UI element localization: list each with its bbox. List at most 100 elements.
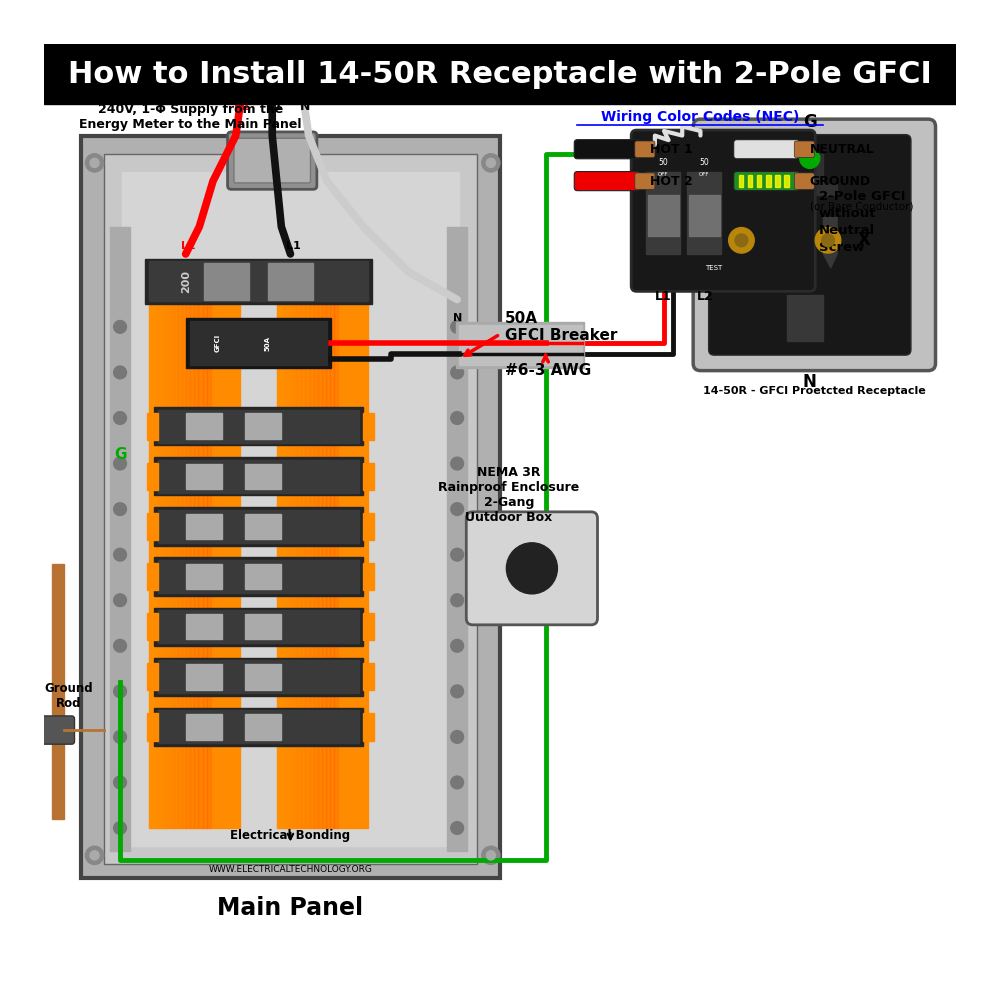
Bar bbox=[154, 407, 363, 445]
Bar bbox=[775, 175, 780, 187]
Bar bbox=[314, 263, 318, 828]
Circle shape bbox=[451, 321, 464, 333]
Text: L2: L2 bbox=[181, 241, 196, 251]
Text: 50: 50 bbox=[658, 158, 668, 167]
Text: NEUTRAL: NEUTRAL bbox=[810, 143, 875, 156]
FancyBboxPatch shape bbox=[104, 154, 477, 864]
Bar bbox=[787, 295, 823, 341]
Circle shape bbox=[451, 776, 464, 789]
Bar bbox=[245, 464, 281, 489]
Text: OFF: OFF bbox=[699, 172, 709, 177]
Circle shape bbox=[451, 639, 464, 652]
Bar bbox=[796, 154, 823, 190]
Bar bbox=[166, 263, 170, 828]
Text: L1: L1 bbox=[286, 241, 301, 251]
Bar bbox=[245, 564, 281, 589]
Bar bbox=[456, 322, 584, 368]
Circle shape bbox=[822, 234, 834, 247]
Bar bbox=[459, 325, 582, 365]
Circle shape bbox=[451, 503, 464, 515]
Text: N: N bbox=[300, 100, 310, 113]
Bar bbox=[194, 263, 198, 828]
Bar bbox=[158, 610, 359, 643]
Circle shape bbox=[451, 731, 464, 743]
Bar bbox=[766, 175, 771, 187]
Bar bbox=[447, 227, 467, 851]
Circle shape bbox=[114, 457, 126, 470]
Bar bbox=[122, 172, 459, 846]
Bar bbox=[204, 263, 249, 300]
Bar bbox=[245, 514, 281, 539]
Bar bbox=[330, 263, 334, 828]
Circle shape bbox=[114, 639, 126, 652]
Circle shape bbox=[114, 731, 126, 743]
Bar bbox=[277, 263, 368, 828]
Bar bbox=[149, 263, 153, 828]
Text: N: N bbox=[453, 313, 462, 323]
Bar bbox=[748, 175, 752, 187]
FancyBboxPatch shape bbox=[734, 172, 799, 191]
FancyBboxPatch shape bbox=[734, 140, 799, 159]
Text: GROUND: GROUND bbox=[810, 175, 871, 188]
Bar bbox=[182, 263, 186, 828]
Text: HOT 2: HOT 2 bbox=[650, 175, 693, 188]
Bar bbox=[154, 507, 363, 546]
Circle shape bbox=[85, 846, 104, 864]
Text: Electrical Bonding: Electrical Bonding bbox=[230, 829, 351, 842]
Bar bbox=[687, 172, 721, 254]
Bar bbox=[363, 463, 374, 490]
Circle shape bbox=[815, 228, 841, 253]
Bar bbox=[186, 464, 222, 489]
Circle shape bbox=[735, 234, 748, 247]
Bar bbox=[52, 564, 64, 819]
Text: X: X bbox=[858, 231, 871, 249]
Bar bbox=[305, 263, 310, 828]
FancyBboxPatch shape bbox=[574, 140, 640, 159]
Text: Wiring Color Codes (NEC): Wiring Color Codes (NEC) bbox=[601, 110, 800, 124]
Bar bbox=[186, 514, 222, 539]
Circle shape bbox=[482, 154, 500, 172]
Polygon shape bbox=[732, 218, 746, 268]
Text: G: G bbox=[803, 113, 817, 131]
Bar bbox=[245, 714, 281, 740]
Bar bbox=[739, 175, 743, 187]
Bar bbox=[157, 263, 162, 828]
FancyBboxPatch shape bbox=[794, 173, 814, 189]
Bar bbox=[198, 263, 203, 828]
Bar bbox=[110, 227, 130, 851]
Bar bbox=[147, 413, 158, 440]
Circle shape bbox=[451, 457, 464, 470]
Text: 2-Pole GFCI
without
Neutral
Screw: 2-Pole GFCI without Neutral Screw bbox=[819, 190, 905, 254]
Bar bbox=[154, 708, 363, 746]
Text: L1: L1 bbox=[655, 290, 671, 303]
Bar bbox=[158, 660, 359, 693]
Circle shape bbox=[90, 158, 99, 167]
Circle shape bbox=[114, 412, 126, 424]
Bar bbox=[186, 413, 222, 439]
Bar bbox=[245, 614, 281, 639]
Circle shape bbox=[800, 148, 820, 168]
FancyBboxPatch shape bbox=[81, 136, 500, 878]
Bar bbox=[154, 658, 363, 696]
Bar bbox=[245, 664, 281, 690]
Bar bbox=[784, 175, 789, 187]
Bar bbox=[186, 664, 222, 690]
Bar bbox=[186, 564, 222, 589]
Text: How to Install 14-50R Receptacle with 2-Pole GFCI: How to Install 14-50R Receptacle with 2-… bbox=[68, 60, 932, 89]
Bar bbox=[149, 263, 240, 828]
Bar bbox=[757, 175, 761, 187]
Bar bbox=[782, 184, 837, 195]
Bar bbox=[301, 263, 305, 828]
Bar bbox=[310, 263, 314, 828]
Bar bbox=[326, 263, 330, 828]
Circle shape bbox=[729, 228, 754, 253]
Bar bbox=[363, 563, 374, 590]
Bar bbox=[289, 263, 293, 828]
FancyBboxPatch shape bbox=[631, 130, 815, 291]
Bar bbox=[186, 714, 222, 740]
FancyBboxPatch shape bbox=[574, 172, 640, 191]
Text: #6-3 AWG: #6-3 AWG bbox=[505, 363, 591, 378]
Circle shape bbox=[506, 543, 557, 594]
Bar bbox=[281, 263, 285, 828]
Circle shape bbox=[114, 776, 126, 789]
